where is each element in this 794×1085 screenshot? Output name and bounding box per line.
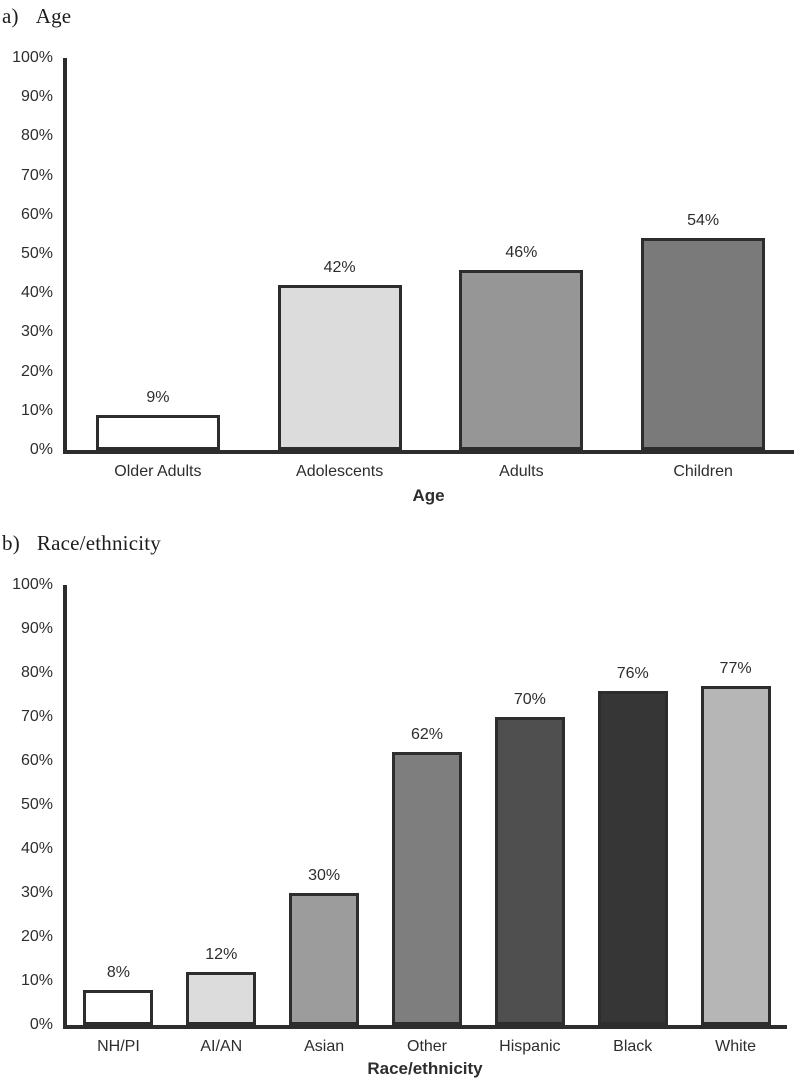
panel-a-label: a) bbox=[2, 4, 19, 28]
category-label: AI/AN bbox=[200, 1038, 243, 1055]
y-tick-label: 10% bbox=[20, 401, 53, 419]
bar-older-adults bbox=[95, 414, 220, 450]
category-label: Hispanic bbox=[499, 1038, 561, 1055]
bar-nh-pi bbox=[83, 989, 154, 1025]
category-label: Asian bbox=[304, 1038, 345, 1055]
race-ethnicity-chart: 8% 12% 30% 62% 70% 76% 77% Race/ethnicity 0% 10… bbox=[12, 576, 787, 1078]
y-tick-label: 0% bbox=[29, 1016, 53, 1033]
y-tick-label: 50% bbox=[20, 796, 53, 813]
bar-value-label: 46% bbox=[505, 243, 538, 261]
y-tick-label: 100% bbox=[12, 49, 53, 66]
y-tick-label: 90% bbox=[20, 88, 53, 106]
panel-b-label: b) bbox=[2, 531, 20, 555]
category-label: Adults bbox=[499, 463, 544, 480]
panel-a-title-text: Age bbox=[35, 4, 72, 28]
y-tick-label: 10% bbox=[20, 972, 53, 989]
bar-white bbox=[700, 686, 771, 1025]
bar-value-label: 70% bbox=[513, 691, 546, 708]
y-tick-label: 40% bbox=[20, 840, 53, 857]
y-tick-label: 90% bbox=[20, 620, 53, 637]
bar-value-label: 9% bbox=[146, 388, 170, 406]
y-tick-label: 60% bbox=[20, 205, 53, 223]
y-tick-label: 50% bbox=[20, 245, 53, 262]
bar-value-label: 30% bbox=[308, 867, 341, 884]
y-tick-label: 20% bbox=[20, 928, 53, 945]
bar-adolescents bbox=[277, 285, 402, 450]
y-tick-label: 80% bbox=[20, 664, 53, 681]
bar-value-label: 12% bbox=[205, 946, 238, 964]
panel-b-title: b) Race/ethnicity bbox=[2, 531, 161, 556]
category-label: Adolescents bbox=[296, 463, 384, 480]
y-tick-label: 70% bbox=[20, 166, 53, 184]
bar-black bbox=[597, 690, 668, 1025]
age-chart: 9% 42% 46% 54% Age 0% 10% 20% 30% 40% 50% 60% 70% 8… bbox=[12, 49, 794, 505]
y-tick-label: 30% bbox=[20, 323, 53, 341]
bar-ai-an bbox=[186, 972, 257, 1025]
y-tick-label: 60% bbox=[20, 752, 53, 769]
category-label: NH/PI bbox=[97, 1038, 140, 1055]
y-tick-label: 80% bbox=[20, 127, 53, 145]
panel-a-title: a) Age bbox=[2, 4, 71, 29]
category-label: Older Adults bbox=[114, 463, 202, 480]
bar-other bbox=[392, 752, 462, 1025]
panel-b-title-text: Race/ethnicity bbox=[36, 531, 161, 555]
race-ethnicity-x-axis-title: Race/ethnicity bbox=[367, 1059, 483, 1078]
y-tick-label: 40% bbox=[20, 284, 53, 302]
bar-hispanic bbox=[494, 717, 565, 1025]
y-tick-label: 100% bbox=[12, 576, 53, 593]
bar-value-label: 42% bbox=[323, 259, 356, 277]
y-tick-label: 30% bbox=[20, 884, 53, 901]
bar-value-label: 8% bbox=[106, 963, 130, 981]
bar-value-label: 76% bbox=[616, 664, 649, 682]
bar-value-label: 62% bbox=[410, 726, 444, 744]
race-ethnicity-plot-area: 8% 12% 30% 62% 70% 76% 77% bbox=[63, 585, 787, 1029]
bar-value-label: 77% bbox=[719, 660, 752, 678]
age-x-axis-title: Age bbox=[412, 486, 445, 505]
category-label: Children bbox=[673, 463, 733, 480]
age-plot-area: 9% 42% 46% 54% bbox=[63, 58, 794, 454]
y-tick-label: 0% bbox=[29, 441, 53, 458]
bar-adults bbox=[459, 269, 584, 450]
category-label: Other bbox=[406, 1038, 448, 1055]
y-tick-label: 20% bbox=[20, 362, 53, 380]
category-label: White bbox=[715, 1038, 757, 1055]
bar-asian bbox=[289, 893, 360, 1025]
y-tick-label: 70% bbox=[20, 708, 53, 725]
bar-children bbox=[641, 238, 766, 450]
bar-value-label: 54% bbox=[687, 212, 720, 230]
category-label: Black bbox=[613, 1038, 653, 1055]
